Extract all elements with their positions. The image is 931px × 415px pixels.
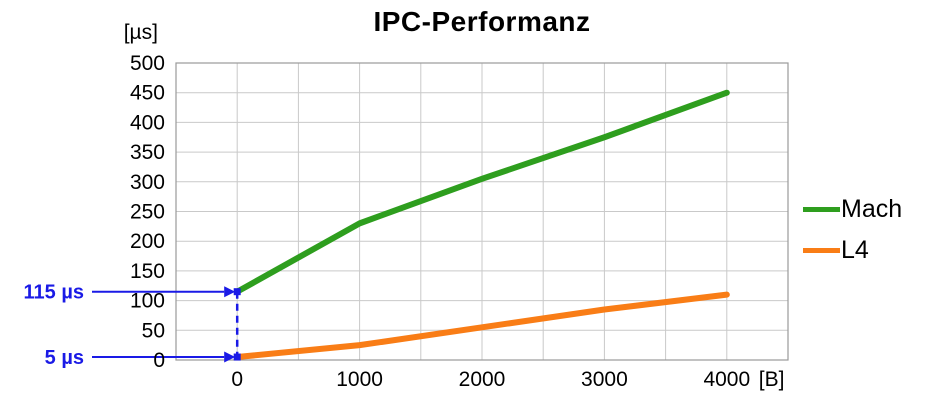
- annotation-arrowhead: [224, 351, 236, 363]
- y-tick-label: 200: [130, 230, 165, 253]
- y-tick-label: 100: [130, 290, 165, 313]
- y-axis-unit-label: [µs]: [123, 21, 158, 44]
- annotation-label: 5 µs: [45, 347, 84, 369]
- legend-label: Mach: [841, 194, 903, 223]
- y-tick-label: 300: [130, 171, 165, 194]
- annotation-arrowhead: [224, 286, 236, 298]
- plot-border: [175, 62, 789, 361]
- legend-item-mach: Mach: [803, 193, 902, 225]
- mach-line: [234, 89, 730, 295]
- legend-label: L4: [841, 235, 869, 264]
- x-tick-label: 2000: [459, 368, 506, 391]
- l4-line: [234, 291, 730, 361]
- annotation-label: 115 µs: [24, 282, 84, 304]
- chart-title: IPC-Performanz: [373, 6, 591, 37]
- x-axis-unit-label: [B]: [759, 368, 785, 391]
- y-tick-label: 450: [130, 82, 165, 105]
- legend-item-l4: L4: [803, 234, 902, 266]
- legend-swatch-mach: [803, 206, 840, 212]
- y-tick-label: 400: [130, 111, 165, 134]
- x-tick-label: 0: [231, 368, 243, 391]
- annotation-marker: [233, 288, 241, 296]
- y-tick-label: 250: [130, 201, 165, 224]
- y-tick-label: 350: [130, 141, 165, 164]
- annotation-marker: [233, 353, 241, 361]
- legend: Mach L4: [803, 193, 902, 275]
- y-tick-label: 50: [142, 319, 165, 342]
- y-tick-label: 0: [153, 349, 165, 372]
- y-tick-label: 150: [130, 260, 165, 283]
- y-tick-label: 500: [130, 52, 165, 75]
- x-tick-label: 3000: [581, 368, 628, 391]
- x-tick-label: 1000: [336, 368, 383, 391]
- x-tick-label: 4000: [703, 368, 750, 391]
- legend-swatch-l4: [803, 247, 840, 253]
